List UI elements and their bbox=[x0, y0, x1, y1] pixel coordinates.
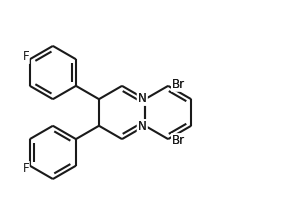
Text: Br: Br bbox=[172, 134, 185, 147]
Text: N: N bbox=[138, 120, 147, 133]
Text: F: F bbox=[22, 50, 29, 63]
Text: N: N bbox=[138, 120, 147, 133]
Text: N: N bbox=[138, 92, 147, 105]
Text: N: N bbox=[138, 92, 147, 105]
Text: N: N bbox=[138, 120, 147, 133]
Text: Br: Br bbox=[172, 78, 185, 91]
Text: Br: Br bbox=[172, 134, 185, 147]
Text: F: F bbox=[22, 162, 29, 175]
Text: Br: Br bbox=[172, 78, 185, 91]
Text: Br: Br bbox=[172, 134, 185, 147]
Text: N: N bbox=[138, 92, 147, 105]
Text: Br: Br bbox=[172, 78, 185, 91]
